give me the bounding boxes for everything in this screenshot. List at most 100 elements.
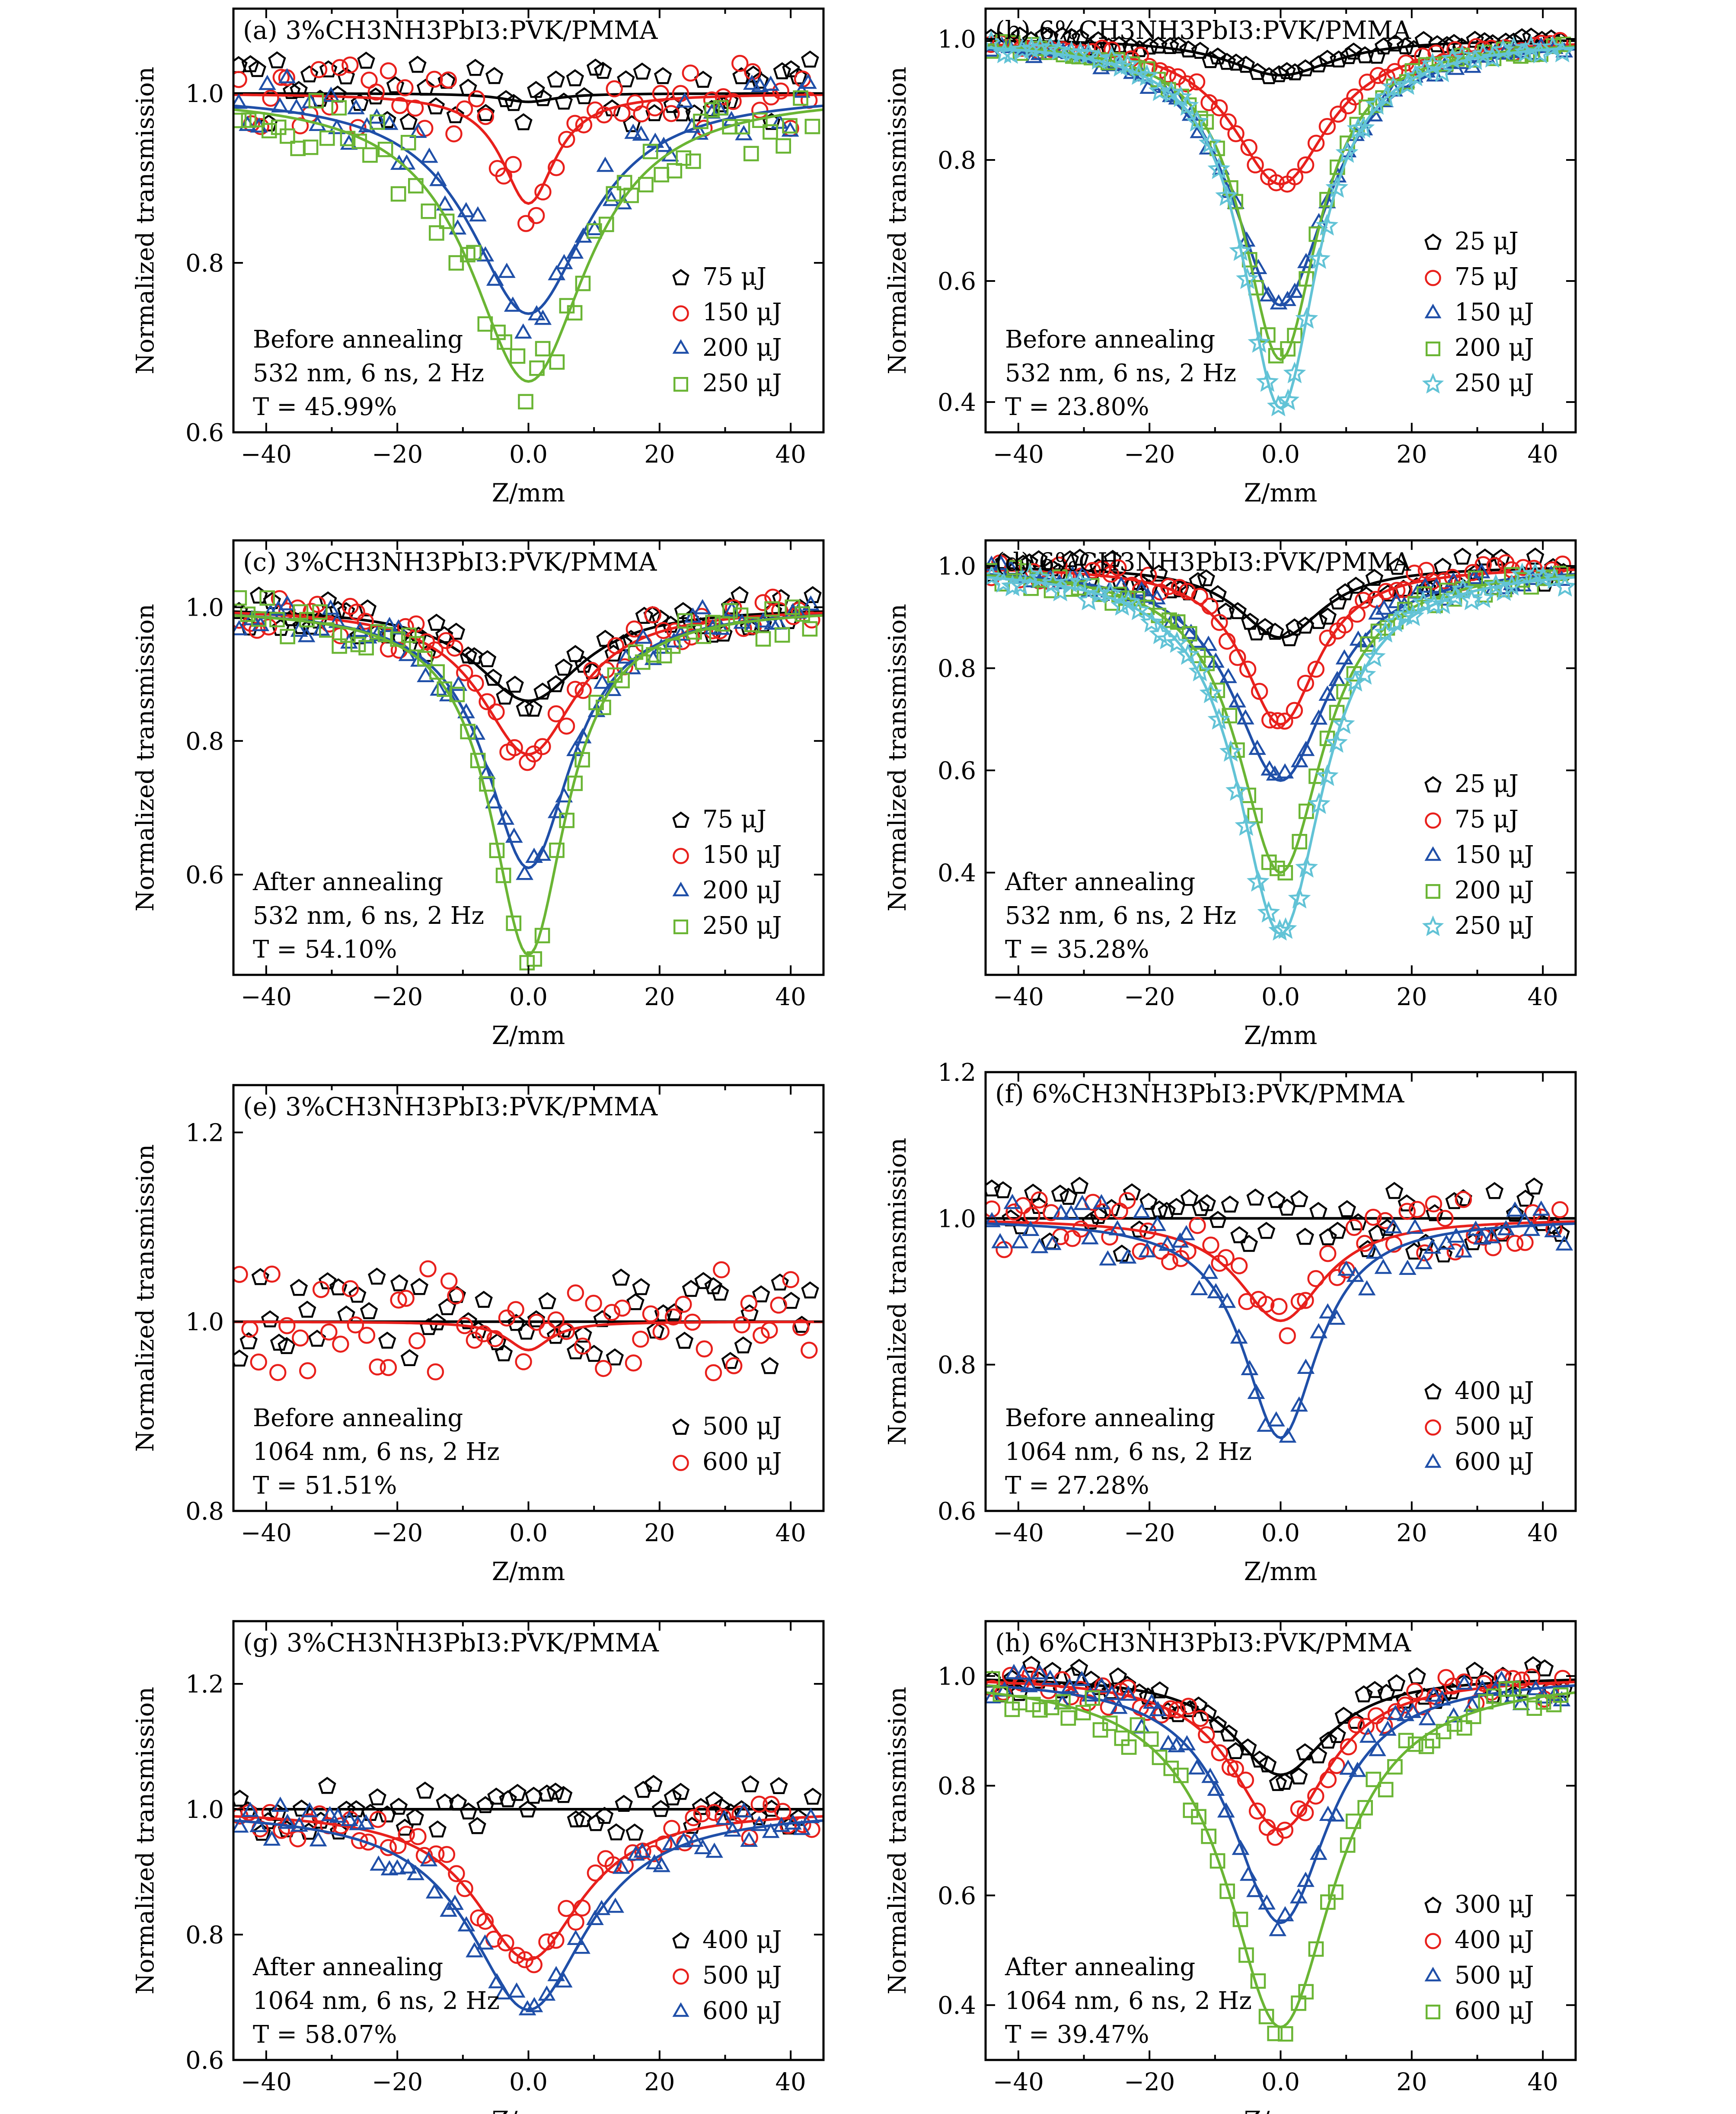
annotation: T = 45.99% <box>253 393 397 421</box>
data-point <box>329 1822 348 1840</box>
data-point <box>1173 1767 1189 1783</box>
data-point <box>634 1781 652 1798</box>
data-point <box>665 1303 683 1321</box>
data-point <box>1318 607 1337 625</box>
y-axis-label: Normalized transmission <box>884 67 912 374</box>
data-point <box>312 1281 330 1298</box>
data-point <box>743 146 759 162</box>
x-tick-label: 40 <box>775 983 806 1011</box>
data-point <box>447 623 466 640</box>
data-point <box>490 324 506 340</box>
series-250-μJ <box>986 562 1576 941</box>
legend-item: 600 μJ <box>673 1448 782 1476</box>
annotation: 1064 nm, 6 ns, 2 Hz <box>253 1987 500 2015</box>
legend-marker <box>1425 270 1441 286</box>
data-point <box>1197 569 1215 587</box>
legend-item: 75 μJ <box>1425 805 1519 833</box>
x-tick-label: 0.0 <box>509 1519 548 1547</box>
data-point <box>752 1285 770 1303</box>
x-tick-label: −20 <box>372 1519 423 1547</box>
data-point <box>1094 1203 1111 1220</box>
legend-item: 400 μJ <box>1425 1926 1534 1954</box>
x-tick-label: 20 <box>1396 983 1427 1011</box>
data-point <box>1230 1328 1248 1344</box>
data-point <box>507 1314 525 1331</box>
data-point <box>457 202 475 217</box>
data-point <box>559 812 574 828</box>
data-point <box>278 1337 296 1354</box>
legend-label: 250 μJ <box>702 369 782 397</box>
data-point <box>1130 1220 1149 1238</box>
data-point <box>282 82 301 99</box>
data-point <box>251 611 267 627</box>
data-point <box>357 1814 375 1830</box>
fit-line <box>986 576 1576 936</box>
data-point <box>1051 1185 1069 1202</box>
data-point <box>1377 583 1395 600</box>
data-point <box>1132 1242 1149 1260</box>
data-point <box>606 80 623 98</box>
data-point <box>566 645 584 662</box>
data-point <box>652 1323 670 1341</box>
data-point <box>269 612 285 628</box>
legend-label: 500 μJ <box>1455 1961 1534 1989</box>
data-point <box>337 67 355 85</box>
y-tick-label: 1.2 <box>938 1059 976 1087</box>
data-point <box>1103 1685 1121 1700</box>
data-point <box>400 1349 419 1366</box>
data-point <box>782 1292 800 1309</box>
data-point <box>527 1310 546 1328</box>
data-point <box>1474 556 1492 573</box>
data-point <box>1232 1839 1250 1855</box>
panel-title: (d) 6%CH3NH3PbI3:PVK/PMMA <box>995 547 1411 577</box>
data-point <box>1319 1228 1337 1245</box>
data-point <box>1375 599 1393 615</box>
data-point <box>533 682 552 700</box>
data-point <box>603 1304 621 1321</box>
legend-marker <box>673 848 689 864</box>
data-point <box>1192 1710 1209 1727</box>
data-point <box>567 776 583 791</box>
data-point <box>1406 565 1423 582</box>
data-point <box>1310 709 1328 725</box>
x-tick-label: −20 <box>372 2068 423 2096</box>
data-point <box>593 1900 611 1915</box>
data-point <box>625 1354 642 1372</box>
data-point <box>1171 1232 1189 1248</box>
x-tick-label: −40 <box>993 2068 1044 2096</box>
data-point <box>1021 1220 1040 1236</box>
data-point <box>613 1300 631 1317</box>
data-point <box>1267 1411 1285 1427</box>
y-tick-label: 0.8 <box>938 1351 976 1380</box>
data-point <box>1043 1204 1060 1221</box>
data-point <box>517 215 535 232</box>
data-point <box>1455 1191 1472 1208</box>
data-point <box>1171 579 1188 596</box>
data-point <box>771 1273 789 1291</box>
data-point <box>1163 1760 1179 1776</box>
data-point <box>1352 116 1375 138</box>
data-point <box>529 360 545 376</box>
x-tick-label: 20 <box>644 1519 675 1547</box>
annotation: T = 39.47% <box>1005 2021 1149 2049</box>
data-point <box>653 1857 670 1872</box>
data-point <box>596 156 614 172</box>
data-point <box>675 1832 692 1848</box>
data-point <box>1211 613 1228 631</box>
legend-item: 75 μJ <box>1425 263 1519 291</box>
data-point <box>261 1804 279 1821</box>
data-point <box>1103 41 1121 58</box>
data-point <box>401 627 417 643</box>
data-point <box>362 147 378 163</box>
data-point <box>329 1807 347 1823</box>
data-point <box>426 70 443 88</box>
data-point <box>1446 1243 1464 1261</box>
data-point <box>751 77 769 92</box>
data-point <box>1492 579 1516 601</box>
y-tick-label: 0.8 <box>938 655 976 683</box>
data-point <box>1081 1229 1099 1245</box>
data-point <box>420 147 438 163</box>
data-point <box>250 1353 267 1371</box>
data-point <box>341 56 359 74</box>
data-point <box>1044 1699 1059 1715</box>
